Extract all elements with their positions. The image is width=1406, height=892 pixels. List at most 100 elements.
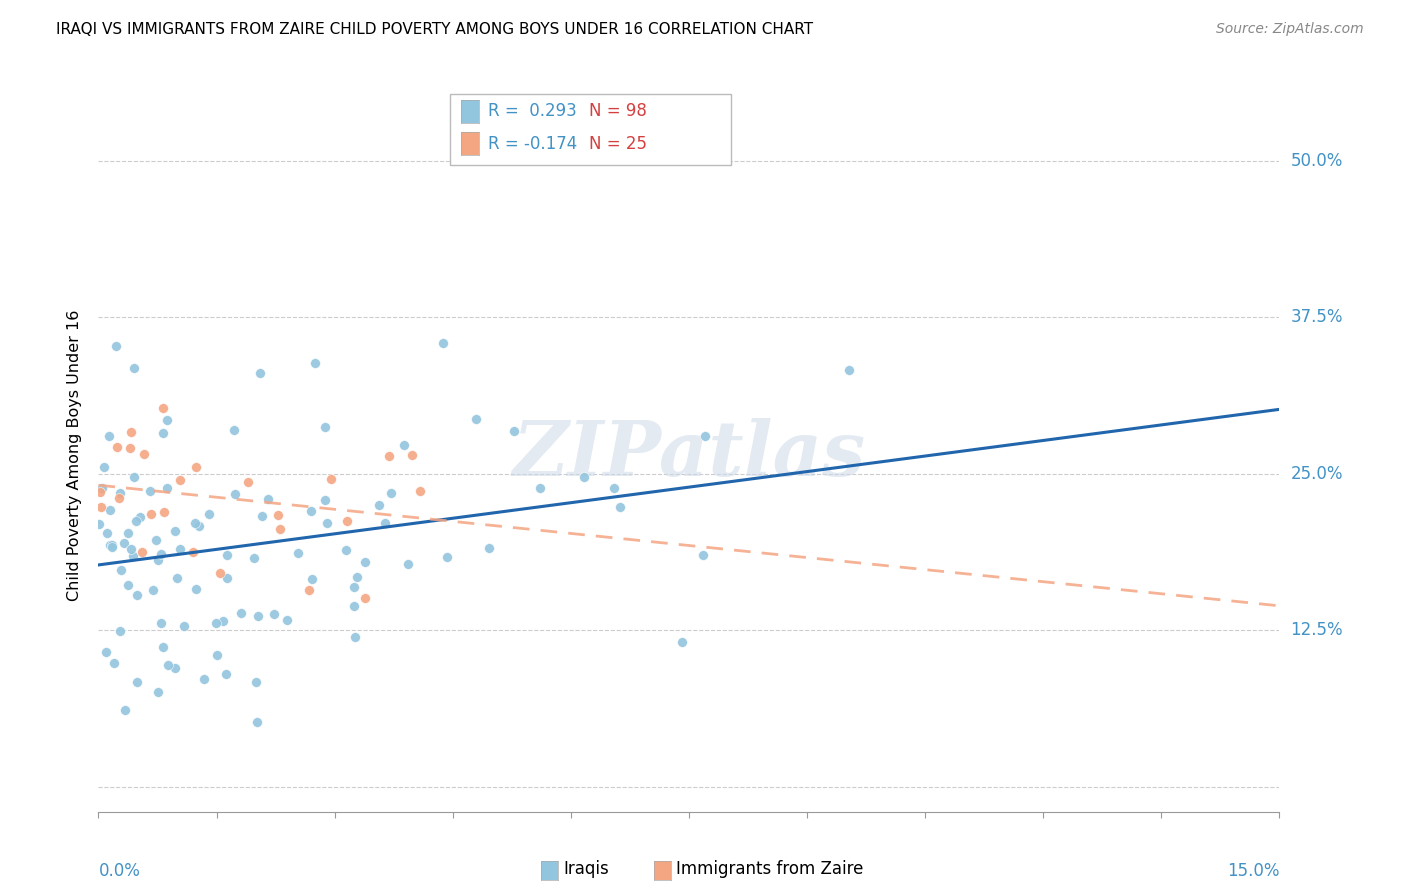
Point: [186, 459, 208, 474]
Point: [128, 510, 150, 524]
Point: [89, 516, 111, 531]
Point: [120, 542, 142, 557]
Point: [374, 516, 396, 531]
Point: [120, 425, 142, 439]
Point: [163, 661, 186, 675]
Point: [602, 481, 624, 495]
Point: [503, 424, 526, 438]
Point: [114, 703, 136, 717]
Point: [148, 552, 170, 566]
Point: [142, 582, 165, 597]
Point: [166, 571, 188, 585]
Point: [315, 516, 337, 530]
Point: [89, 484, 111, 499]
Point: [125, 675, 148, 690]
Text: 50.0%: 50.0%: [1291, 152, 1343, 169]
Point: [267, 508, 290, 522]
Point: [343, 630, 366, 644]
Point: [131, 545, 153, 559]
Text: 12.5%: 12.5%: [1291, 621, 1343, 640]
Point: [169, 541, 191, 556]
Point: [214, 667, 236, 681]
Point: [354, 591, 377, 605]
Point: [198, 508, 221, 522]
Point: [409, 483, 432, 498]
Point: [145, 533, 167, 548]
Text: ZIPatlas: ZIPatlas: [512, 418, 866, 491]
Point: [314, 420, 336, 434]
Point: [110, 486, 132, 500]
Text: R = -0.174: R = -0.174: [488, 135, 576, 153]
Point: [105, 339, 128, 353]
Point: [205, 616, 228, 631]
Point: [695, 429, 717, 443]
Text: N = 25: N = 25: [589, 135, 647, 153]
Point: [249, 366, 271, 380]
Point: [155, 481, 177, 495]
Point: [101, 538, 124, 552]
Text: 15.0%: 15.0%: [1227, 862, 1279, 880]
Point: [152, 401, 174, 416]
Point: [181, 545, 204, 559]
Point: [346, 569, 368, 583]
Text: N = 98: N = 98: [589, 103, 647, 120]
Point: [217, 571, 239, 585]
Point: [98, 538, 121, 552]
Point: [299, 504, 322, 518]
Point: [224, 487, 246, 501]
Point: [671, 634, 693, 648]
Text: Iraqis: Iraqis: [564, 860, 610, 878]
Point: [173, 619, 195, 633]
Text: 37.5%: 37.5%: [1291, 309, 1343, 326]
Point: [91, 481, 114, 495]
Point: [152, 640, 174, 654]
Point: [378, 449, 401, 463]
Point: [301, 572, 323, 586]
Text: IRAQI VS IMMIGRANTS FROM ZAIRE CHILD POVERTY AMONG BOYS UNDER 16 CORRELATION CHA: IRAQI VS IMMIGRANTS FROM ZAIRE CHILD POV…: [56, 22, 813, 37]
Point: [155, 412, 177, 426]
Point: [269, 522, 291, 536]
Point: [122, 549, 145, 563]
Point: [252, 508, 274, 523]
Point: [186, 582, 208, 596]
Point: [103, 656, 125, 670]
Point: [205, 648, 228, 662]
Text: Source: ZipAtlas.com: Source: ZipAtlas.com: [1216, 22, 1364, 37]
Point: [193, 673, 215, 687]
Point: [609, 500, 631, 514]
Point: [368, 498, 391, 512]
Point: [392, 437, 415, 451]
Point: [401, 448, 423, 462]
Point: [335, 542, 357, 557]
Point: [150, 547, 173, 561]
Text: 25.0%: 25.0%: [1291, 465, 1343, 483]
Point: [298, 582, 321, 597]
Point: [117, 578, 139, 592]
Point: [141, 508, 163, 522]
Point: [105, 440, 128, 454]
Point: [245, 714, 267, 729]
Point: [108, 624, 131, 638]
Point: [90, 500, 112, 515]
Point: [100, 541, 122, 555]
Text: 0.0%: 0.0%: [98, 862, 141, 880]
Point: [125, 588, 148, 602]
Point: [263, 607, 285, 621]
Point: [152, 426, 174, 441]
Point: [125, 515, 148, 529]
Point: [343, 580, 366, 594]
Point: [165, 524, 187, 538]
Point: [353, 555, 375, 569]
Point: [134, 447, 156, 461]
Point: [153, 505, 176, 519]
Point: [432, 336, 454, 351]
Point: [108, 491, 131, 506]
Y-axis label: Child Poverty Among Boys Under 16: Child Poverty Among Boys Under 16: [67, 310, 83, 600]
Point: [150, 615, 173, 630]
Point: [396, 558, 419, 572]
Point: [465, 411, 488, 425]
Point: [287, 546, 309, 560]
Point: [321, 472, 343, 486]
Point: [96, 525, 118, 540]
Point: [97, 429, 120, 443]
